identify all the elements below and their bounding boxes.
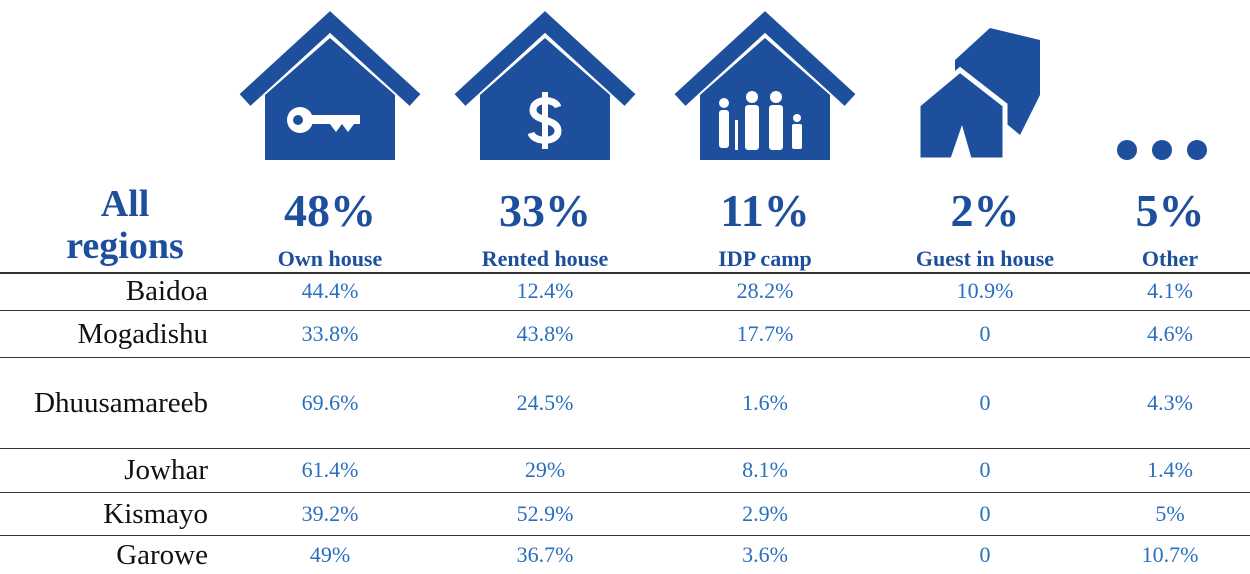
cell-value: 44.4% [301,278,359,303]
cell-value: 29% [524,457,566,482]
column-percent: 5% [1135,185,1205,236]
icons [239,11,1207,163]
cell-value: 12.4% [516,278,574,303]
column-label: IDP camp [718,246,812,271]
tent-icon [915,66,1008,163]
tent-icon [955,28,1040,135]
cell-value: 1.4% [1147,457,1193,482]
cell-value: 4.1% [1147,278,1193,303]
column-percent: 2% [950,185,1020,236]
dot-icon [1187,140,1207,160]
cell-value: 43.8% [516,321,574,346]
row-divider [0,357,1250,358]
cell-value: 69.6% [301,390,359,415]
region-name: Dhuusamareeb [34,386,208,419]
column-label: Own house [277,246,383,271]
row-divider [0,272,1250,274]
cell-value: 0 [979,390,991,415]
cell-value: 52.9% [516,501,574,526]
roof [454,11,636,106]
row-divider [0,535,1250,536]
cell-value: 33.8% [301,321,359,346]
region-name: Baidoa [125,275,208,307]
region-name: Jowhar [124,454,208,486]
column-percent: 11% [720,185,810,236]
cell-value: 8.1% [742,457,788,482]
cell-value: 2.9% [742,501,788,526]
cell-value: 49% [309,542,351,567]
row-divider [0,448,1250,449]
cell-value: 36.7% [516,542,574,567]
region-name: Mogadishu [77,317,209,350]
cell-value: 28.2% [736,278,794,303]
cell-value: 1.6% [742,390,788,415]
table-title: All regions [66,183,184,267]
cell-value: 24.5% [516,390,574,415]
cell-value: 0 [979,321,991,346]
region-name: Kismayo [103,497,208,530]
cell-value: 17.7% [736,321,794,346]
cell-value: 10.9% [956,278,1014,303]
cell-value: 4.6% [1147,321,1193,346]
cell-value: 0 [979,457,991,482]
dot-icon [1117,140,1137,160]
column-percent: 33% [499,185,591,236]
column-label: Guest in house [915,246,1055,271]
row-divider [0,310,1250,311]
column-label: Other [1141,246,1199,271]
cell-value: 3.6% [742,542,788,567]
roof [239,11,421,106]
roof [674,11,856,106]
family-icon [719,91,802,150]
column-label: Rented house [481,246,609,271]
cell-value: 61.4% [301,457,359,482]
column-percent: 48% [284,185,376,236]
cell-value: 5% [1155,501,1185,526]
cell-value: 10.7% [1141,542,1199,567]
dot-icon [1152,140,1172,160]
cell-value: 4.3% [1147,390,1193,415]
cell-value: 0 [979,501,991,526]
cell-value: 39.2% [301,501,359,526]
cell-value: 0 [979,542,991,567]
region-name: Garowe [116,538,208,571]
row-divider [0,492,1250,493]
